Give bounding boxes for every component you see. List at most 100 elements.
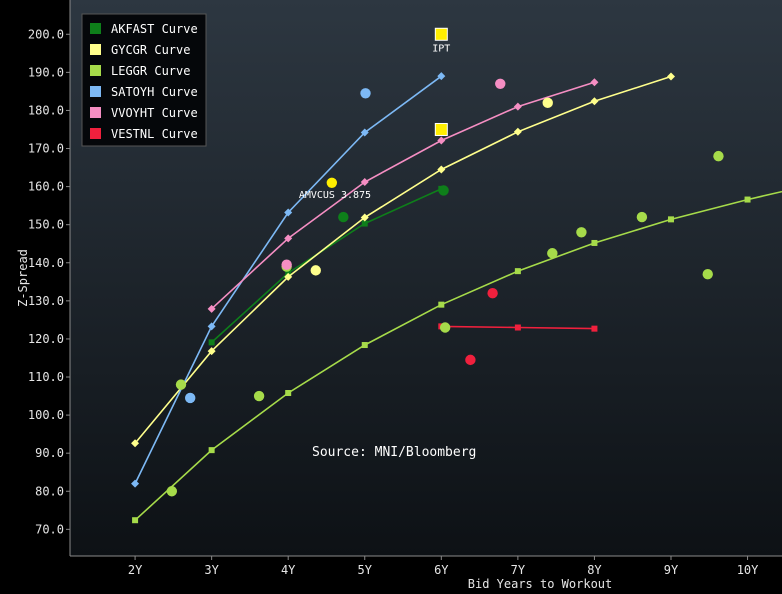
curve-point <box>437 136 446 145</box>
legend-swatch <box>90 86 101 97</box>
curve-point <box>360 213 369 222</box>
x-tick-label: 2Y <box>128 563 143 577</box>
bond-point <box>702 268 713 280</box>
x-axis-title: Bid Years to Workout <box>468 577 613 590</box>
x-tick-label: 4Y <box>281 563 296 577</box>
bond-point <box>438 185 449 196</box>
curve-point <box>438 301 445 308</box>
annotation-marker <box>434 27 448 41</box>
annotations: IPT AMVCUS 3.875 <box>299 27 450 201</box>
curve-line-2 <box>134 190 782 521</box>
bond-point <box>253 390 265 402</box>
legend-label: VESTNL Curve <box>111 127 198 141</box>
curve-point <box>361 220 368 227</box>
y-tick-label: 160.0 <box>28 180 64 194</box>
y-tick-label: 170.0 <box>28 142 64 156</box>
curve-line-4 <box>211 81 595 310</box>
bond-point <box>310 265 321 276</box>
bond-point <box>547 248 558 259</box>
curve-point <box>437 165 446 174</box>
annotation-label: IPT <box>432 43 450 54</box>
annotation-label: AMVCUS 3.875 <box>299 190 371 201</box>
y-axis-title: Z-Spread <box>16 249 30 307</box>
x-tick-label: 9Y <box>664 563 679 577</box>
bond-point <box>636 211 648 223</box>
legend-swatch <box>90 65 101 76</box>
curve-point <box>131 439 140 448</box>
curve-point <box>514 268 521 275</box>
bond-point <box>487 288 498 299</box>
annotation-marker <box>434 122 448 136</box>
curve-point <box>744 196 751 203</box>
curve-point <box>360 178 369 187</box>
y-tick-label: 120.0 <box>28 332 64 346</box>
legend-swatch <box>90 128 101 139</box>
curve-point <box>207 322 216 331</box>
x-tick-label: 3Y <box>204 563 219 577</box>
legend-box <box>81 13 207 147</box>
curve-point <box>591 239 598 246</box>
source-note: Source: MNI/Bloomberg <box>312 445 476 460</box>
curve-point <box>208 447 215 454</box>
y-tick-label: 140.0 <box>28 256 64 270</box>
x-tick-label: 7Y <box>511 563 526 577</box>
curve-point <box>360 128 369 137</box>
curve-point <box>284 208 293 217</box>
y-tick-label: 70.0 <box>35 522 64 536</box>
curve-point <box>667 216 674 223</box>
bond-point <box>495 78 506 89</box>
curve-point <box>437 72 446 81</box>
curve-point <box>590 97 599 106</box>
curves <box>131 72 782 524</box>
x-tick-label: 10Y <box>737 563 759 577</box>
curve-point <box>207 347 216 356</box>
y-tick-label: 130.0 <box>28 294 64 308</box>
bond-points <box>166 78 724 497</box>
curve-point <box>591 325 598 332</box>
x-tick-label: 6Y <box>434 563 449 577</box>
curve-point <box>131 479 140 488</box>
y-tick-label: 110.0 <box>28 370 64 384</box>
y-tick-label: 90.0 <box>35 446 64 460</box>
bond-point <box>360 88 371 99</box>
highlight-point <box>326 177 338 188</box>
bond-point <box>542 97 553 109</box>
curve-point <box>513 102 522 111</box>
bond-point <box>184 392 196 404</box>
y-tick-label: 80.0 <box>35 484 64 498</box>
legend-swatch <box>90 107 101 118</box>
curve-point <box>208 339 215 346</box>
bond-point <box>439 322 451 333</box>
legend-label: SATOYH Curve <box>111 85 198 99</box>
y-tick-label: 150.0 <box>28 218 64 232</box>
curve-line-0 <box>211 188 442 343</box>
curve-point <box>207 304 216 313</box>
bond-point <box>281 259 292 270</box>
legend-swatch <box>90 44 101 55</box>
bond-point <box>713 150 724 162</box>
curve-point <box>285 390 292 397</box>
bond-point <box>465 354 476 366</box>
legend-label: VVOYHT Curve <box>111 106 198 120</box>
curve-point <box>513 127 522 136</box>
curve-point <box>284 272 293 281</box>
curve-point <box>284 234 293 243</box>
curve-point <box>590 78 599 87</box>
legend-label: AKFAST Curve <box>111 22 198 36</box>
y-tick-label: 180.0 <box>28 103 64 117</box>
legend-label: GYCGR Curve <box>111 43 190 57</box>
curve-point <box>132 517 139 524</box>
x-tick-label: 8Y <box>587 563 602 577</box>
legend: AKFAST Curve GYCGR Curve LEGGR Curve SATOYH… <box>81 13 207 147</box>
y-tick-label: 190.0 <box>28 65 64 79</box>
y-tick-label: 100.0 <box>28 408 64 422</box>
curve-line-1 <box>134 75 672 444</box>
axes: 70.0 80.0 90.0 100.0 110.0 120.0 130.0 140.0 150… <box>28 0 782 577</box>
bond-point <box>175 379 187 390</box>
y-tick-label: 200.0 <box>28 27 64 41</box>
bond-point <box>338 211 349 223</box>
curve-point <box>361 342 368 349</box>
x-tick-label: 5Y <box>358 563 373 577</box>
